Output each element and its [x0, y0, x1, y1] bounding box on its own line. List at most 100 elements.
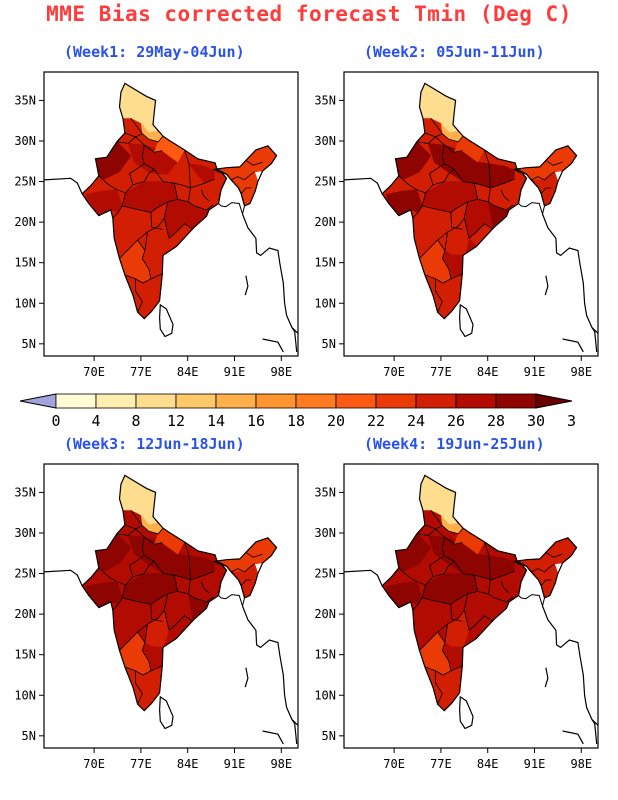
- state-boundary: [421, 169, 455, 206]
- state-boundary: [435, 278, 443, 313]
- state-boundary: [130, 510, 164, 535]
- colorbar-label: 22: [367, 412, 385, 430]
- state-boundary: [424, 273, 463, 284]
- india-outline: [81, 82, 228, 320]
- lon-label: 98E: [270, 757, 292, 771]
- northeast-outline: [212, 537, 278, 599]
- state-boundary: [119, 217, 165, 259]
- state-boundary: [129, 555, 145, 577]
- lon-label: 91E: [524, 757, 546, 771]
- colorbar-label: 20: [327, 412, 345, 430]
- state-boundary: [540, 579, 552, 586]
- state-boundary: [500, 581, 510, 594]
- state-boundary: [173, 183, 179, 200]
- colorbar-swatch: [455, 393, 497, 409]
- state-boundary: [463, 590, 489, 631]
- state-boundary: [444, 536, 463, 545]
- temperature-zone-guj: [85, 581, 123, 608]
- state-boundary: [150, 604, 163, 622]
- colorbar-swatch: [135, 393, 177, 409]
- lon-label: 84E: [177, 757, 199, 771]
- lat-label: 35N: [14, 485, 36, 499]
- lat-label: 35N: [314, 485, 336, 499]
- lat-label: 30N: [14, 526, 36, 540]
- lon-label: 77E: [430, 757, 452, 771]
- coastline: [562, 338, 584, 353]
- lat-label: 35N: [14, 93, 36, 107]
- colorbar-label: 24: [407, 412, 425, 430]
- lat-label: 30N: [314, 526, 336, 540]
- state-boundary: [473, 183, 479, 200]
- map-panel-week3: 35N 30N 25N 20N 15N 10N 5N 70E 77E 84E 91E 98E: [14, 463, 299, 771]
- state-boundary: [141, 623, 152, 671]
- panel-2-subtitle: (Week2: 05Jun-11Jun): [364, 43, 545, 61]
- state-boundary: [121, 561, 155, 598]
- northeast-outline: [212, 145, 278, 207]
- temperature-zone-guj: [385, 581, 423, 608]
- coastline: [241, 213, 299, 334]
- state-boundary: [531, 563, 555, 573]
- lon-label: 84E: [477, 757, 499, 771]
- state-boundary: [417, 593, 468, 605]
- coastline: [343, 177, 383, 194]
- state-boundary: [450, 604, 463, 622]
- coastline: [544, 667, 549, 688]
- colorbar-label: 26: [447, 412, 465, 430]
- lat-label: 10N: [14, 296, 36, 310]
- temperature-zone-bihar: [488, 555, 515, 576]
- lon-label: 77E: [430, 365, 452, 379]
- lon-label: 98E: [570, 757, 592, 771]
- colorbar-swatch: [175, 393, 217, 409]
- state-boundary: [124, 273, 163, 284]
- state-boundary: [450, 212, 463, 230]
- colorbar-label: 14: [207, 412, 225, 430]
- map-panel-week4: 35N 30N 25N 20N 15N 10N 5N 70E 77E 84E 91E 98E: [314, 463, 599, 771]
- lon-label: 91E: [224, 365, 246, 379]
- map-frame: [43, 463, 299, 749]
- state-boundary: [124, 665, 163, 676]
- lat-label: 30N: [14, 134, 36, 148]
- coastline: [43, 569, 83, 586]
- colorbar-label: 30: [527, 412, 545, 430]
- state-boundary: [245, 552, 263, 558]
- state-boundaries: [98, 118, 263, 313]
- temperature-zone-guj: [85, 189, 123, 216]
- coastline: [544, 275, 549, 296]
- coastline: [241, 605, 299, 726]
- lat-label: 15N: [314, 256, 336, 270]
- coastline: [541, 605, 599, 726]
- temperature-zone-bihar: [488, 163, 515, 184]
- state-boundary: [231, 171, 255, 181]
- panel-1-subtitle: (Week1: 29May-04Jun): [64, 43, 245, 61]
- lat-label: 30N: [314, 134, 336, 148]
- state-boundary: [129, 163, 145, 185]
- coastline: [262, 730, 284, 745]
- state-boundary: [200, 581, 210, 594]
- lat-label: 20N: [314, 215, 336, 229]
- state-boundary: [135, 670, 143, 705]
- coastline: [562, 730, 584, 745]
- state-boundary: [424, 665, 463, 676]
- temperature-zone-guj: [385, 189, 423, 216]
- northeast-outline: [512, 145, 578, 207]
- lat-label: 15N: [314, 648, 336, 662]
- state-boundary: [119, 609, 165, 651]
- state-boundary: [412, 212, 419, 219]
- state-boundary: [540, 187, 552, 194]
- coastline: [541, 213, 599, 334]
- map-panel-week2: 35N 30N 25N 20N 15N 10N 5N 70E 77E 84E 91E 98E: [314, 71, 599, 379]
- state-boundary: [429, 163, 445, 185]
- colorbar-swatch: [335, 393, 377, 409]
- colorbar-swatch: [415, 393, 457, 409]
- colorbar-legend: 0 4 8 12 14 16 18 20 22 24 26 28 30 32: [19, 393, 576, 430]
- lat-label: 25N: [314, 567, 336, 581]
- state-boundary: [430, 510, 464, 535]
- panel-4-subtitle: (Week4: 19Jun-25Jun): [364, 435, 545, 453]
- lon-label: 91E: [524, 365, 546, 379]
- state-boundary: [441, 623, 452, 671]
- colorbar-label: 18: [287, 412, 305, 430]
- colorbar-label: 32: [567, 412, 576, 430]
- state-boundary: [130, 118, 164, 143]
- state-boundary: [144, 536, 163, 545]
- state-boundary: [137, 239, 146, 251]
